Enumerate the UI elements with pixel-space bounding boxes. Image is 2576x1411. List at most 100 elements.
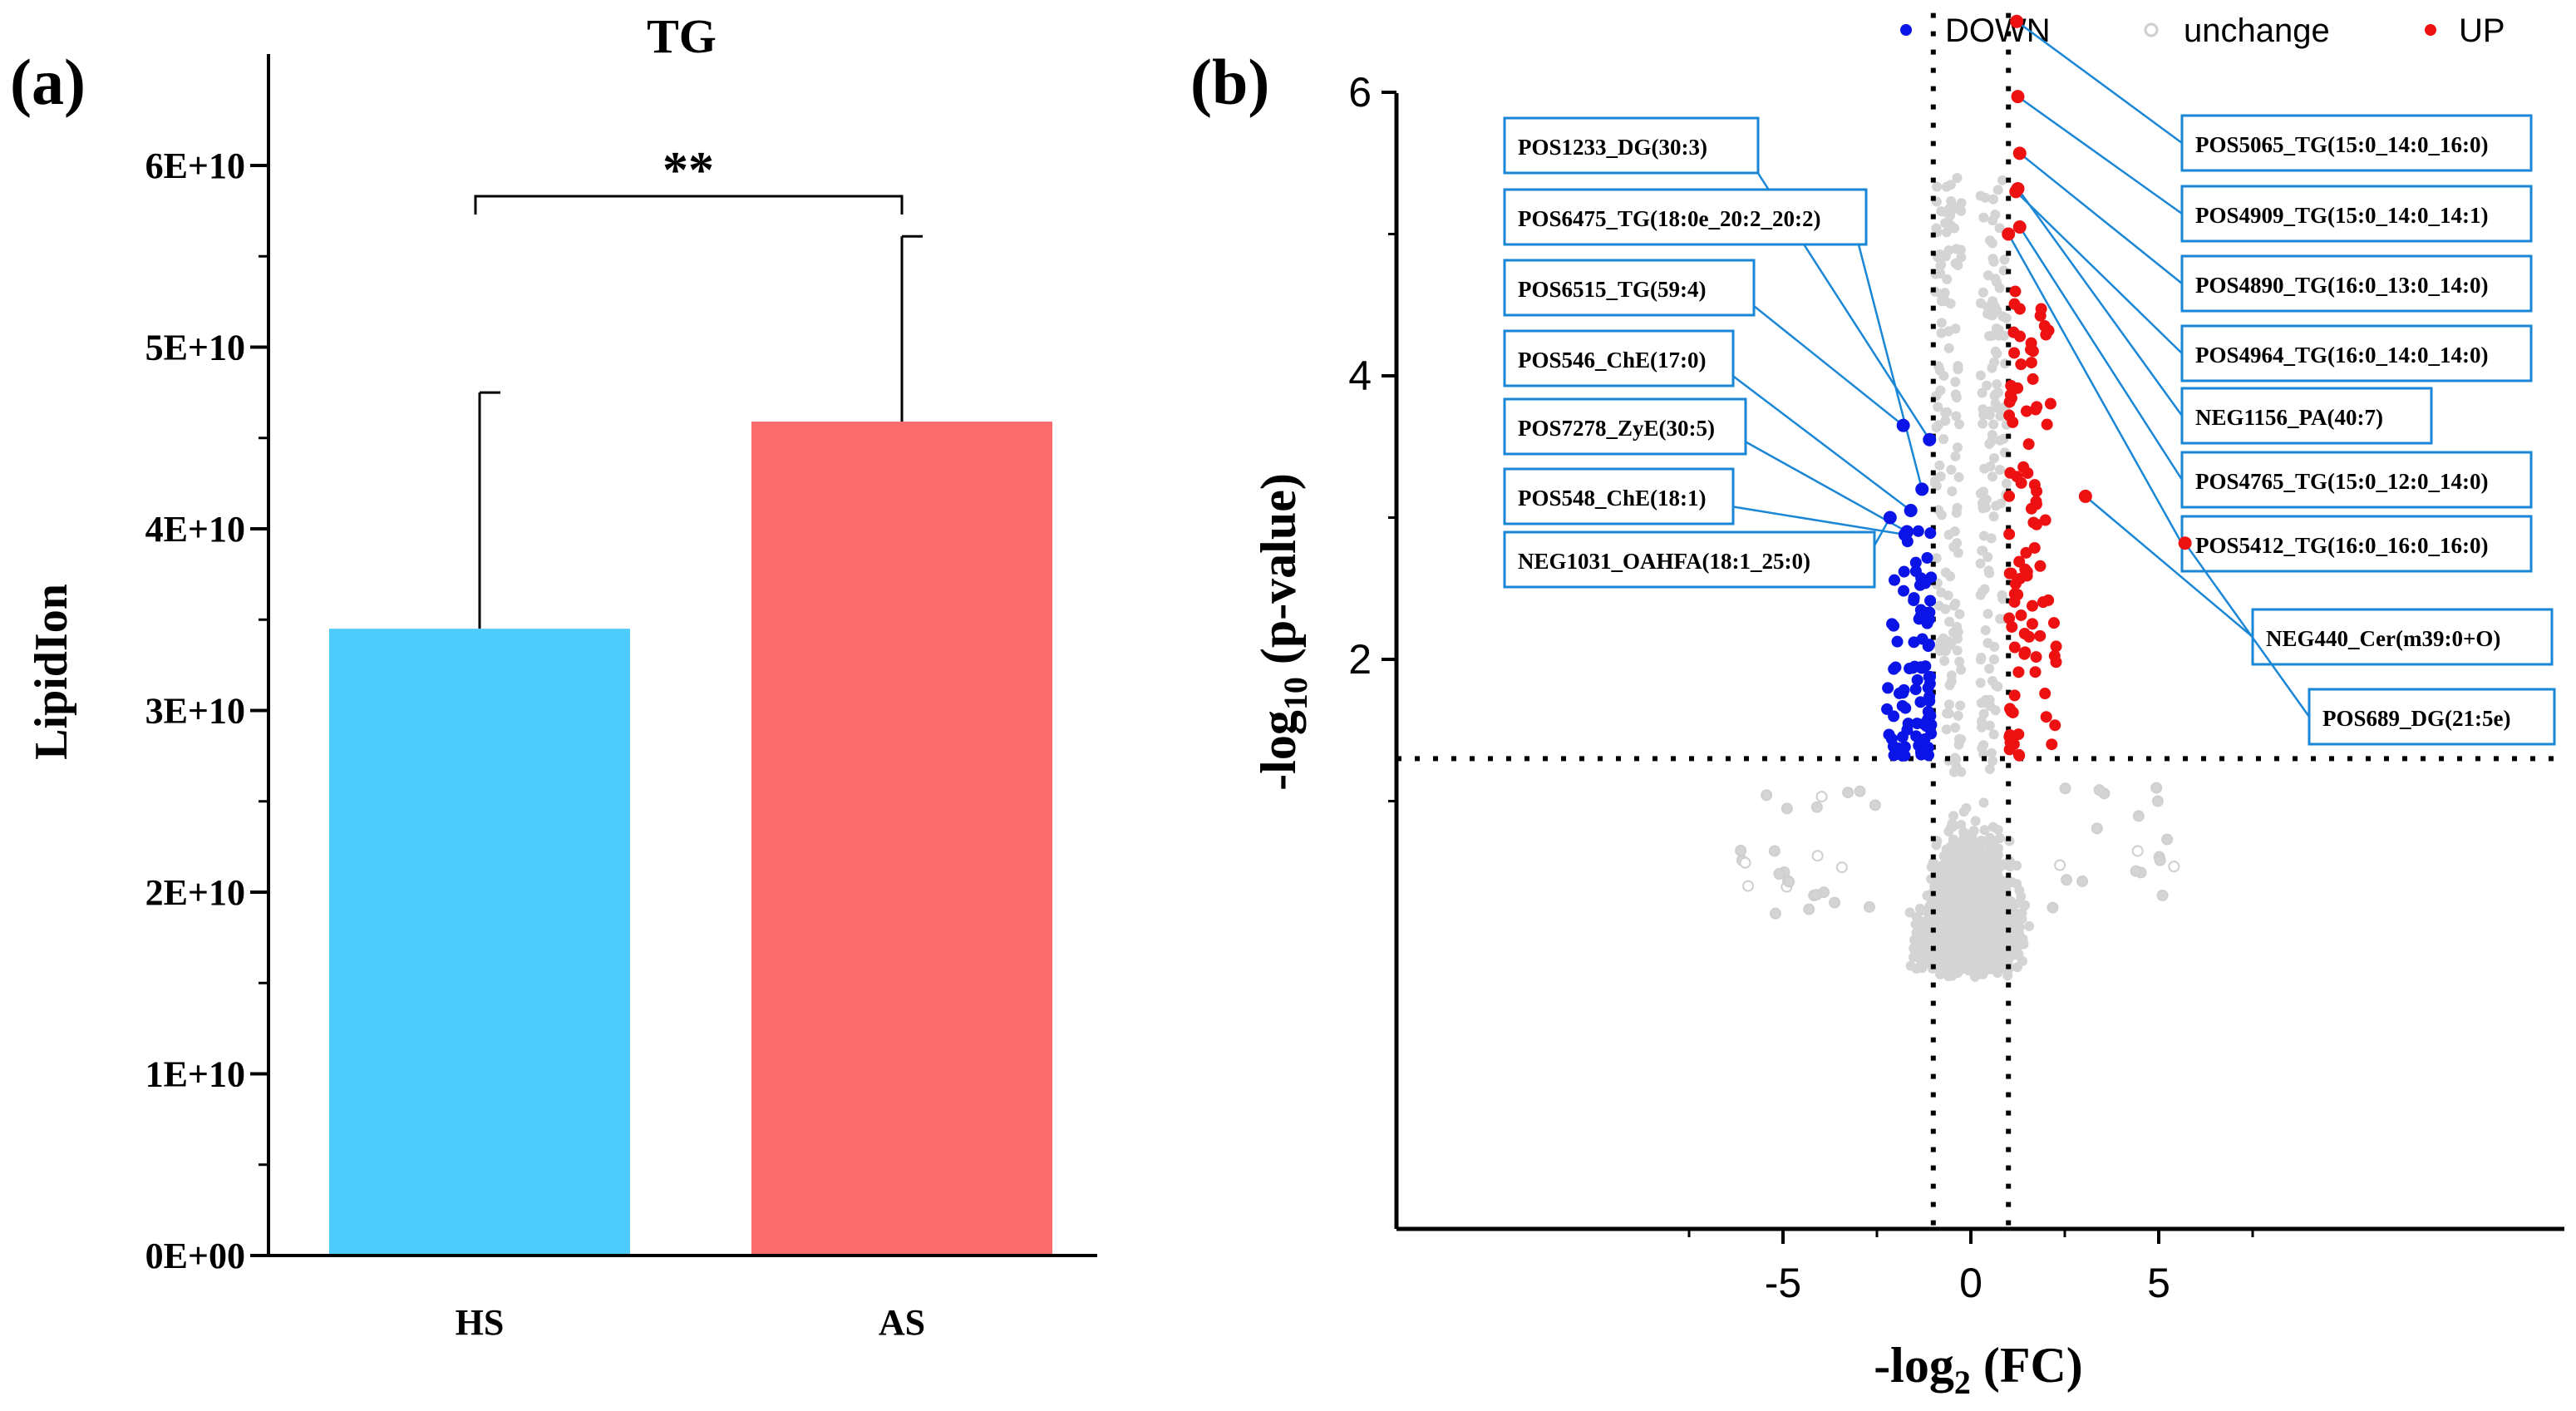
down-point	[1891, 635, 1904, 648]
y-tick-label: 2E+10	[145, 872, 245, 913]
unchanged-point	[2130, 865, 2142, 877]
unchanged-point	[1997, 930, 2007, 941]
unchanged-point	[1978, 486, 1989, 497]
annotation-box	[2308, 688, 2556, 746]
unchanged-point	[1952, 173, 1963, 184]
panel-a-x-tick-labels: HS AS	[456, 1302, 925, 1343]
unchanged-point	[1953, 548, 1963, 559]
annotation-label: POS1233_DG(30:3)	[1518, 135, 1707, 160]
unchanged-point	[1949, 856, 1960, 867]
unchanged-point	[1735, 844, 1747, 856]
unchanged-point	[1946, 465, 1957, 476]
down-point	[1912, 525, 1924, 537]
unchanged-point	[1956, 877, 1967, 888]
unchanged-point	[1969, 897, 1980, 908]
unchanged-point	[2132, 810, 2145, 822]
unchanged-point	[1975, 558, 1986, 569]
up-point	[2020, 546, 2032, 559]
up-point	[2046, 738, 2058, 751]
down-point	[1918, 718, 1930, 730]
unchanged-point	[1869, 799, 1881, 812]
unchanged-point	[1951, 762, 1962, 772]
up-point	[2029, 666, 2042, 678]
bar-hs	[329, 629, 630, 1256]
unchanged-point	[1982, 302, 1993, 313]
unchanged-point	[1984, 664, 1995, 674]
down-point	[1898, 585, 1910, 597]
up-point	[2042, 594, 2055, 606]
down-point	[1915, 746, 1928, 758]
unchanged-point	[1955, 700, 1966, 711]
unchanged-point	[1982, 923, 1992, 934]
annotation-leader-line	[2184, 542, 2311, 718]
annotation-label: NEG1031_OAHFA(18:1_25:0)	[1518, 549, 1810, 574]
unchanged-points	[1735, 173, 2180, 982]
up-point	[2012, 666, 2025, 678]
unchanged-point	[1936, 328, 1947, 338]
unchanged-point	[1769, 907, 1781, 920]
x-tick-label: 5	[2147, 1260, 2170, 1306]
legend: DOWN unchange UP	[1900, 12, 2505, 49]
unchanged-point	[1950, 202, 1961, 213]
unchanged-point	[1938, 434, 1949, 445]
labeled-point	[1883, 511, 1897, 525]
down-point	[1899, 702, 1912, 714]
unchanged-point	[1933, 420, 1943, 431]
up-point	[2003, 743, 2016, 756]
annotation-leader-line	[1720, 366, 1912, 511]
annotation-label: POS5065_TG(15:0_14:0_16:0)	[2195, 132, 2488, 157]
unchanged-point	[1909, 935, 1919, 945]
unchanged-point	[1978, 287, 1988, 298]
up-point	[2039, 688, 2051, 700]
unchanged-point	[1835, 861, 1848, 874]
unchanged-point	[2161, 833, 2174, 846]
legend-marker-up	[2425, 24, 2436, 36]
up-point	[2011, 471, 2023, 483]
unchanged-point	[1992, 824, 2003, 835]
up-point	[2009, 285, 2022, 298]
legend-label-unchange: unchange	[2184, 12, 2330, 49]
y-tick-label: 4E+10	[145, 509, 245, 550]
unchanged-point	[1988, 452, 1999, 463]
unchanged-point	[1810, 889, 1823, 901]
up-point	[2040, 711, 2052, 723]
up-point	[2050, 656, 2062, 668]
panel-b-x-axis-label: -log2 (FC)	[1874, 1338, 2083, 1401]
y-tick-label: 6	[1348, 69, 1372, 116]
unchanged-point	[1971, 965, 1982, 976]
down-point	[1914, 579, 1926, 591]
up-point	[2013, 303, 2026, 315]
unchanged-point	[1996, 951, 2007, 962]
down-point	[1911, 673, 1923, 686]
up-point	[2015, 358, 2027, 371]
annotation-leader-line	[2015, 190, 2183, 354]
down-point	[1909, 683, 1922, 696]
unchanged-point	[1984, 764, 1995, 775]
unchanged-point	[1976, 716, 1987, 727]
unchanged-point	[2154, 854, 2166, 866]
legend-marker-down	[1900, 24, 1912, 36]
unchanged-point	[1992, 870, 2002, 881]
unchanged-point	[1978, 418, 1988, 429]
annotation-box	[2180, 387, 2433, 445]
annotation-label: NEG1156_PA(40:7)	[2195, 405, 2383, 430]
annotation-label: POS4909_TG(15:0_14:0_14:1)	[2195, 203, 2488, 228]
unchanged-point	[1992, 379, 2002, 390]
up-point	[2028, 541, 2041, 554]
up-point	[2025, 357, 2037, 369]
unchanged-point	[1993, 324, 2004, 335]
unchanged-point	[1938, 954, 1948, 965]
up-point	[2003, 528, 2016, 540]
up-point	[2008, 641, 2021, 654]
unchanged-point	[1987, 215, 1998, 226]
unchanged-point	[1995, 465, 2006, 476]
unchanged-point	[1984, 410, 1995, 421]
unchanged-point	[2093, 784, 2106, 797]
unchanged-point	[1952, 621, 1963, 632]
annotation-label: POS7278_ZyE(30:5)	[1518, 416, 1715, 441]
unchanged-point	[1967, 843, 1978, 854]
down-point	[1909, 556, 1922, 569]
unchanged-point	[1985, 839, 1996, 850]
unchanged-point	[1989, 900, 2000, 910]
unchanged-point	[1988, 419, 1999, 430]
